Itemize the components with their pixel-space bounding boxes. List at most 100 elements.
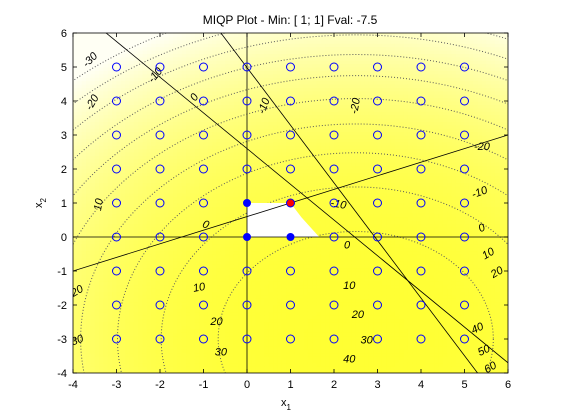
background-cell xyxy=(86,342,91,347)
background-cell xyxy=(81,213,87,218)
background-cell xyxy=(199,114,205,119)
background-cell xyxy=(138,362,144,367)
background-cell xyxy=(81,128,87,133)
background-cell xyxy=(112,233,118,238)
background-cell xyxy=(151,111,157,116)
background-cell xyxy=(112,291,118,296)
background-cell xyxy=(203,233,209,238)
background-cell xyxy=(125,277,131,282)
background-cell xyxy=(186,80,192,85)
background-cell xyxy=(103,220,109,224)
background-cell xyxy=(151,288,157,292)
background-cell xyxy=(155,141,161,146)
background-cell xyxy=(212,70,218,75)
background-cell xyxy=(194,67,200,71)
background-cell xyxy=(138,332,144,337)
background-cell xyxy=(155,298,161,303)
background-cell xyxy=(216,46,222,51)
background-cell xyxy=(107,179,113,184)
background-cell xyxy=(277,342,283,347)
background-cell xyxy=(281,349,287,354)
background-cell xyxy=(220,318,226,323)
background-cell xyxy=(164,223,170,228)
background-cell xyxy=(77,366,83,371)
background-cell xyxy=(160,152,165,156)
background-cell xyxy=(173,254,178,258)
background-cell xyxy=(277,60,283,65)
background-cell xyxy=(133,220,139,224)
background-cell xyxy=(207,141,213,146)
background-cell xyxy=(133,179,139,184)
background-cell xyxy=(220,369,226,373)
background-cell xyxy=(146,294,152,299)
background-cell xyxy=(155,322,161,326)
background-cell xyxy=(129,179,135,184)
background-cell xyxy=(251,243,257,248)
background-cell xyxy=(94,199,100,204)
background-cell xyxy=(277,152,283,156)
background-cell xyxy=(281,169,287,173)
background-cell xyxy=(160,203,165,207)
background-cell xyxy=(207,53,213,58)
background-cell xyxy=(73,277,78,282)
background-cell xyxy=(81,175,87,180)
background-cell xyxy=(94,277,100,282)
background-cell xyxy=(225,362,231,367)
background-cell xyxy=(251,196,257,201)
background-cell xyxy=(268,335,274,340)
background-cell xyxy=(194,369,200,373)
background-cell xyxy=(268,121,274,126)
background-cell xyxy=(129,73,135,78)
background-cell xyxy=(81,155,87,160)
background-cell xyxy=(77,165,83,170)
background-cell xyxy=(160,135,165,139)
background-cell xyxy=(281,50,287,54)
background-cell xyxy=(177,90,183,95)
background-cell xyxy=(229,294,235,299)
background-cell xyxy=(229,226,235,231)
background-cell xyxy=(247,328,252,333)
background-cell xyxy=(268,284,274,289)
background-cell xyxy=(186,155,192,160)
background-cell xyxy=(73,352,78,357)
background-cell xyxy=(168,101,174,105)
background-cell xyxy=(125,237,131,241)
background-cell xyxy=(142,33,148,37)
background-cell xyxy=(146,80,152,85)
background-cell xyxy=(238,332,244,337)
background-cell xyxy=(194,53,200,58)
background-cell xyxy=(255,186,261,190)
background-cell xyxy=(107,233,113,238)
background-cell xyxy=(260,294,265,299)
background-cell xyxy=(207,56,213,61)
background-cell xyxy=(164,274,170,279)
background-cell xyxy=(186,73,192,78)
background-cell xyxy=(81,148,87,153)
background-cell xyxy=(103,243,109,248)
background-cell xyxy=(225,162,231,167)
background-cell xyxy=(225,291,231,296)
background-cell xyxy=(242,67,248,71)
background-cell xyxy=(233,128,239,133)
background-cell xyxy=(199,305,205,309)
background-cell xyxy=(155,87,161,92)
background-cell xyxy=(116,308,122,313)
background-cell xyxy=(99,152,105,156)
background-cell xyxy=(112,226,118,231)
background-cell xyxy=(181,220,187,224)
background-cell xyxy=(286,284,292,289)
background-cell xyxy=(99,257,105,262)
background-cell xyxy=(268,67,274,71)
background-cell xyxy=(103,352,109,357)
background-cell xyxy=(138,90,144,95)
background-cell xyxy=(194,349,200,354)
background-cell xyxy=(273,84,279,88)
background-cell xyxy=(273,288,279,292)
background-cell xyxy=(273,301,279,306)
background-cell xyxy=(181,145,187,150)
background-cell xyxy=(173,328,178,333)
background-cell xyxy=(229,84,235,88)
background-cell xyxy=(242,165,248,170)
background-cell xyxy=(164,203,170,207)
background-cell xyxy=(242,362,248,367)
